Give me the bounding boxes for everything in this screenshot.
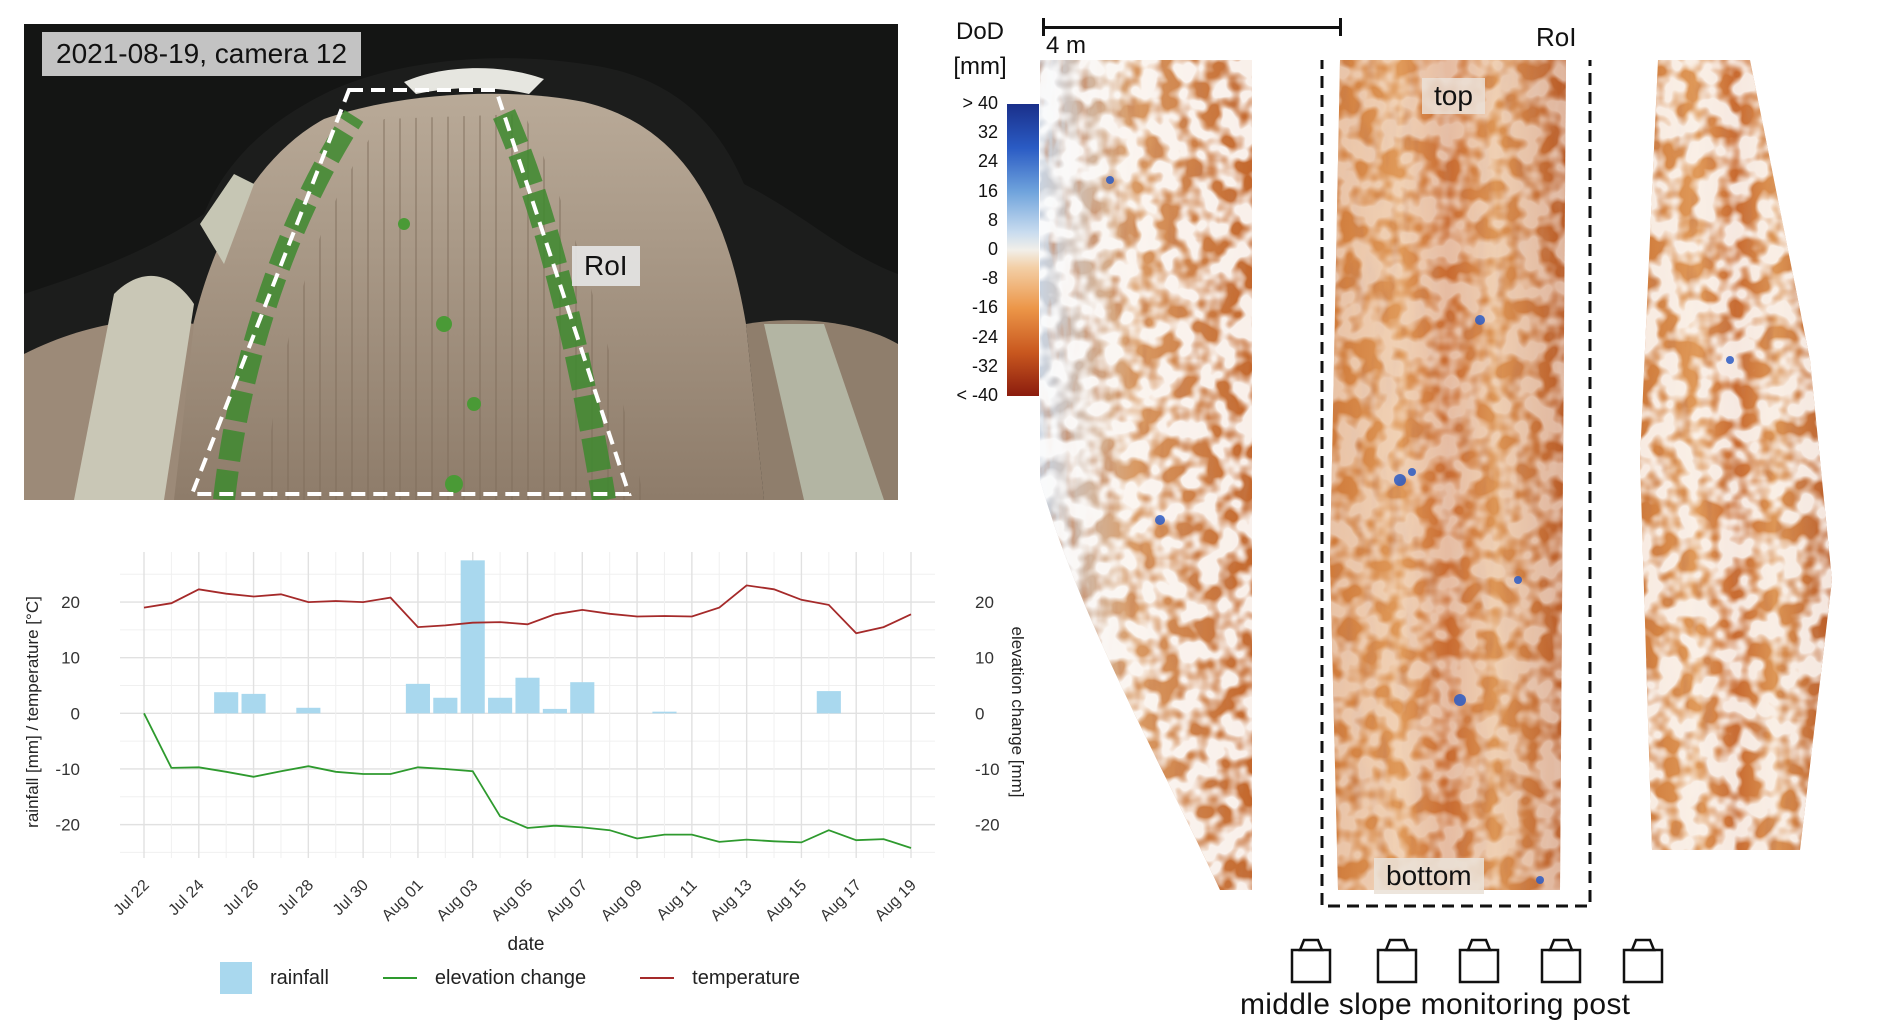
legend-swatch-temperature (640, 977, 675, 979)
x-tick-label: Aug 09 (598, 877, 646, 925)
colorbar-tick-label: -16 (971, 297, 998, 318)
chart-legend: rainfall elevation change temperature (220, 958, 854, 998)
photo-roi-label: RoI (572, 246, 640, 286)
dod-map (1040, 60, 1832, 908)
x-tick-label: Jul 24 (165, 877, 207, 919)
scale-bar-line (1042, 26, 1342, 29)
map-top-label: top (1422, 78, 1485, 114)
colorbar-tick-label: > 40 (962, 93, 998, 113)
y-tick-labels-right: -20 -10 0 10 20 (975, 593, 1000, 835)
monitoring-post-label: middle slope monitoring post (1240, 988, 1631, 1021)
x-tick-label: Aug 05 (488, 877, 536, 925)
x-tick-label: Aug 19 (872, 877, 920, 925)
elevation-change-line (143, 712, 912, 849)
y-tick-label-right: -20 (975, 816, 1000, 835)
photo-roi-outline (189, 88, 632, 496)
x-tick-label: Aug 13 (708, 877, 756, 925)
x-tick-label: Aug 11 (654, 877, 701, 924)
y-tick-label-right: 20 (975, 593, 994, 612)
legend-label-rainfall: rainfall (270, 966, 329, 989)
timeseries-chart: -20 -10 0 10 20 -20 -10 0 10 20 Jul 22 Jul 24 Jul … (23, 552, 1027, 955)
colorbar-tick-label: 24 (977, 151, 998, 172)
temperature-line (143, 584, 912, 635)
y-tick-label-left: -10 (55, 760, 80, 779)
rainfall-bars (214, 560, 841, 714)
rainfall-bar (405, 683, 430, 714)
legend-label-temperature: temperature (692, 966, 800, 989)
colorbar-tick-label: -24 (971, 326, 998, 347)
chart-lines (143, 584, 912, 849)
rainfall-bar (515, 677, 540, 714)
x-tick-labels: Jul 22 Jul 24 Jul 26 Jul 28 Jul 30 Aug 01 Aug … (111, 877, 920, 925)
rainfall-bar (488, 697, 513, 714)
chart-grid (120, 552, 935, 858)
legend-item-elevation: elevation change (382, 966, 587, 990)
legend-item-temperature: temperature (640, 967, 800, 990)
x-tick-label: Aug 03 (434, 877, 482, 925)
x-tick-label: Jul 28 (275, 877, 317, 919)
rainfall-bar (433, 697, 458, 714)
map-roi-outline (1320, 60, 1592, 908)
colorbar-tick-label: 0 (987, 239, 998, 259)
colorbar-tick-label: 32 (977, 122, 998, 143)
x-axis-label: date (508, 934, 545, 955)
rainfall-bar (214, 692, 239, 714)
camera-photo-drawing (24, 24, 898, 500)
colorbar-tick-label: < -40 (956, 385, 998, 405)
x-tick-label: Jul 22 (111, 877, 153, 919)
photo-date-camera-label: 2021-08-19, camera 12 (42, 32, 362, 77)
colorbar-tick-label: 16 (977, 180, 998, 201)
rainfall-bar (570, 682, 595, 714)
y-tick-label-left: -20 (55, 816, 80, 835)
rainfall-bar (241, 693, 266, 714)
legend-swatch-elevation (382, 977, 417, 979)
map-roi-label: RoI (1536, 22, 1577, 52)
y-axis-label-left: rainfall [mm] / temperature [°C] (23, 596, 42, 828)
rainfall-bar (652, 711, 677, 714)
legend-item-rainfall: rainfall (220, 962, 329, 994)
y-tick-labels-left: -20 -10 0 10 20 (55, 593, 80, 835)
rainfall-bar (816, 691, 841, 714)
y-tick-label-right: -10 (975, 760, 1000, 779)
y-axis-label-right: elevation change [mm] (1008, 626, 1027, 797)
legend-swatch-rainfall (220, 962, 252, 994)
dod-colorbar (1007, 104, 1039, 396)
y-tick-label-left: 10 (61, 649, 80, 668)
y-tick-label-right: 0 (975, 704, 984, 723)
scale-bar-cap-left (1042, 18, 1045, 36)
rainfall-bar (296, 707, 321, 714)
colorbar-title-line2: [mm] (953, 53, 1007, 80)
x-tick-label: Jul 30 (330, 877, 372, 919)
colorbar-title-line1: DoD (955, 18, 1004, 45)
rainfall-bar (542, 708, 567, 714)
monitoring-post-cameras (1290, 938, 1664, 984)
scale-bar-label: 4 m (1046, 32, 1087, 59)
colorbar-title: DoD [mm] (940, 14, 1020, 84)
colorbar-tick-label: -32 (971, 355, 998, 376)
map-bottom-label: bottom (1374, 858, 1484, 894)
y-tick-label-left: 20 (61, 593, 80, 612)
camera-photo: 2021-08-19, camera 12 RoI (24, 24, 898, 500)
x-tick-label: Jul 26 (220, 877, 262, 919)
x-tick-label: Aug 17 (817, 877, 865, 925)
y-tick-label-right: 10 (975, 649, 994, 668)
rainfall-bar (460, 560, 485, 714)
colorbar-tick-label: -8 (981, 268, 998, 289)
colorbar-tick-label: 8 (987, 209, 998, 230)
legend-label-elevation: elevation change (434, 966, 587, 989)
scale-bar-cap-right (1339, 18, 1342, 36)
x-tick-label: Aug 15 (762, 877, 810, 925)
y-tick-label-left: 0 (71, 704, 80, 723)
x-tick-label: Aug 01 (379, 877, 427, 925)
x-tick-label: Aug 07 (543, 877, 591, 925)
